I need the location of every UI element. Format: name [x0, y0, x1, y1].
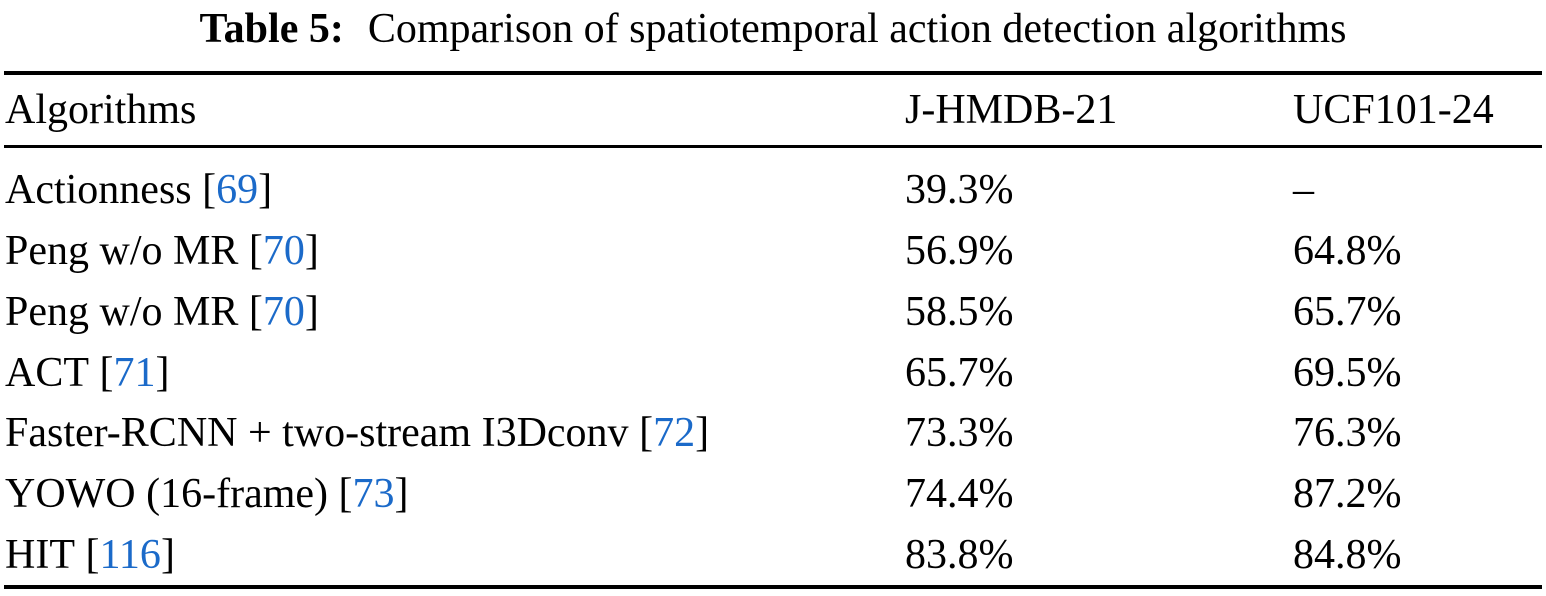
- citation-link[interactable]: 69: [216, 167, 259, 214]
- algorithm-name: Faster-RCNN + two-stream I3Dconv: [5, 410, 629, 457]
- jhmdb-value: 73.3%: [905, 410, 1014, 457]
- citation-link[interactable]: 70: [262, 228, 305, 275]
- jhmdb-value: 39.3%: [905, 167, 1014, 214]
- algorithm-name: HIT: [5, 531, 75, 578]
- jhmdb-value: 83.8%: [905, 531, 1014, 578]
- citation-open-bracket: [: [89, 349, 114, 396]
- ucf-value: 84.8%: [1293, 531, 1402, 578]
- citation-open-bracket: [: [328, 470, 353, 517]
- algorithm-cell: HIT [116]: [0, 531, 905, 579]
- column-header-algorithms: Algorithms: [5, 87, 197, 133]
- algorithm-name: Actionness: [5, 167, 192, 214]
- citation-link[interactable]: 71: [113, 349, 156, 396]
- citation-link[interactable]: 70: [262, 288, 305, 335]
- ucf-value: 87.2%: [1293, 470, 1402, 517]
- citation-close-bracket: ]: [155, 349, 170, 396]
- column-header-ucf: UCF101-24: [1293, 87, 1494, 133]
- citation-close-bracket: ]: [160, 531, 175, 578]
- citation-link[interactable]: 73: [352, 470, 395, 517]
- table-mid-rule: [4, 145, 1542, 148]
- citation-link[interactable]: 116: [99, 531, 161, 578]
- citation-close-bracket: ]: [304, 228, 319, 275]
- citation-open-bracket: [: [74, 531, 100, 578]
- jhmdb-value: 58.5%: [905, 288, 1014, 335]
- jhmdb-value: 65.7%: [905, 349, 1014, 396]
- table-bottom-rule: [4, 585, 1542, 589]
- algorithm-name: Peng w/o MR: [5, 228, 239, 275]
- jhmdb-value: 74.4%: [905, 470, 1014, 517]
- algorithm-cell: Peng w/o MR [70]: [0, 227, 905, 275]
- citation-close-bracket: ]: [304, 288, 319, 335]
- ucf-value: 69.5%: [1293, 349, 1402, 396]
- table-top-rule: [4, 71, 1542, 75]
- table-caption: Table 5: Comparison of spatiotemporal act…: [0, 1, 1546, 57]
- algorithm-cell: Actionness [69]: [0, 166, 905, 214]
- citation-close-bracket: ]: [695, 410, 710, 457]
- ucf-value: 76.3%: [1293, 410, 1402, 457]
- table-row: ACT [71] 65.7% 69.5%: [0, 342, 1546, 403]
- ucf-value: –: [1293, 167, 1314, 214]
- table-row: Peng w/o MR [70] 58.5% 65.7%: [0, 281, 1546, 342]
- algorithm-cell: Peng w/o MR [70]: [0, 288, 905, 336]
- algorithm-name: Peng w/o MR: [5, 288, 239, 335]
- citation-open-bracket: [: [238, 228, 263, 275]
- table-row: YOWO (16-frame) [73] 74.4% 87.2%: [0, 464, 1546, 525]
- table-body: Actionness [69] 39.3% – Peng w/o MR [70] 56.…: [0, 148, 1546, 585]
- citation-close-bracket: ]: [394, 470, 409, 517]
- table-caption-label: Table 5:: [199, 6, 344, 52]
- algorithm-name: YOWO (16-frame): [5, 470, 329, 517]
- citation-open-bracket: [: [238, 288, 263, 335]
- table-row: Actionness [69] 39.3% –: [0, 160, 1546, 221]
- table-header-row: Algorithms J-HMDB-21 UCF101-24: [0, 75, 1546, 145]
- algorithm-cell: Faster-RCNN + two-stream I3Dconv [72]: [0, 409, 905, 457]
- algorithm-cell: YOWO (16-frame) [73]: [0, 470, 905, 518]
- citation-link[interactable]: 72: [653, 410, 696, 457]
- algorithm-cell: ACT [71]: [0, 349, 905, 397]
- table-row: Faster-RCNN + two-stream I3Dconv [72] 73.…: [0, 403, 1546, 464]
- ucf-value: 64.8%: [1293, 228, 1402, 275]
- citation-open-bracket: [: [628, 410, 654, 457]
- citation-close-bracket: ]: [258, 167, 273, 214]
- jhmdb-value: 56.9%: [905, 228, 1014, 275]
- citation-open-bracket: [: [191, 167, 217, 214]
- ucf-value: 65.7%: [1293, 288, 1402, 335]
- column-header-jhmdb: J-HMDB-21: [905, 87, 1118, 133]
- algorithm-name: ACT: [5, 349, 89, 396]
- table-row: HIT [116] 83.8% 84.8%: [0, 524, 1546, 585]
- table-caption-text: Comparison of spatiotemporal action dete…: [367, 6, 1347, 52]
- table-row: Peng w/o MR [70] 56.9% 64.8%: [0, 221, 1546, 282]
